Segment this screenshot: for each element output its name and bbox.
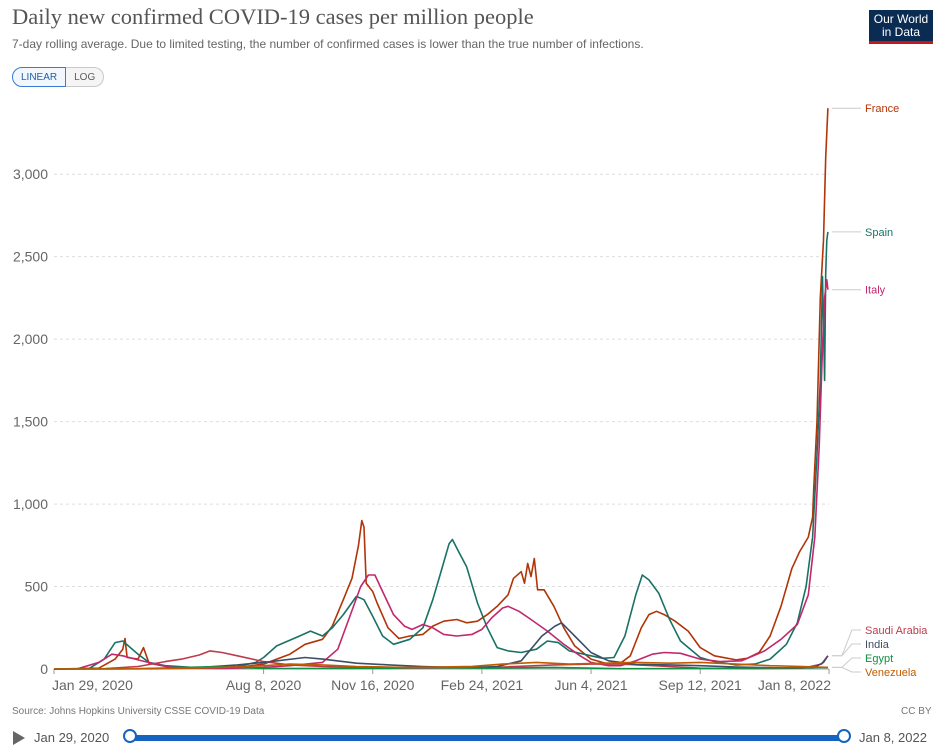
y-tick-label: 0 bbox=[40, 661, 48, 677]
y-tick-label: 3,000 bbox=[13, 166, 48, 182]
timeline-slider: Jan 29, 2020 Jan 8, 2022 bbox=[0, 726, 940, 750]
series-line-venezuela[interactable] bbox=[53, 661, 828, 670]
chart-subtitle: 7-day rolling average. Due to limited te… bbox=[12, 37, 644, 51]
grid-lines bbox=[54, 173, 829, 670]
legend-label-venezuela[interactable]: Venezuela bbox=[865, 667, 917, 679]
play-icon[interactable] bbox=[13, 731, 25, 745]
series-line-spain[interactable] bbox=[53, 231, 829, 670]
series-line-italy[interactable] bbox=[53, 278, 829, 670]
legend-label-italy[interactable]: Italy bbox=[865, 285, 886, 297]
legend-leader-line bbox=[831, 666, 861, 673]
legend-leader-line bbox=[831, 629, 861, 657]
line-chart: 0 500 1,000 1,500 2,000 2,500 3,000 Jan 29, 20… bbox=[13, 103, 928, 693]
log-scale-button[interactable]: LOG bbox=[66, 67, 105, 87]
series-legend: France Spain Italy Saudi Arabia India Egypt Ve… bbox=[831, 103, 928, 679]
y-axis-ticks: 0 500 1,000 1,500 2,000 2,500 3,000 bbox=[13, 166, 48, 677]
x-tick-label: Jan 29, 2020 bbox=[52, 677, 133, 693]
timeline-track[interactable] bbox=[130, 735, 844, 741]
legend-label-egypt[interactable]: Egypt bbox=[865, 653, 893, 665]
legend-leader-line bbox=[831, 657, 861, 668]
y-tick-label: 500 bbox=[25, 579, 49, 595]
y-tick-label: 2,500 bbox=[13, 249, 48, 265]
logo-line-1: Our World bbox=[873, 12, 929, 26]
x-tick-label: Jan 8, 2022 bbox=[758, 677, 831, 693]
x-tick-label: Sep 12, 2021 bbox=[659, 677, 743, 693]
scale-toggle: LINEAR LOG bbox=[12, 67, 105, 87]
timeline-start-label: Jan 29, 2020 bbox=[34, 730, 110, 745]
x-tick-label: Feb 24, 2021 bbox=[441, 677, 524, 693]
x-tick-label: Nov 16, 2020 bbox=[331, 677, 414, 693]
x-axis-ticks: Jan 29, 2020 Aug 8, 2020 Nov 16, 2020 Feb 2… bbox=[52, 669, 831, 693]
legend-label-france[interactable]: France bbox=[865, 103, 899, 115]
y-tick-label: 2,000 bbox=[13, 331, 48, 347]
series-line-india[interactable] bbox=[53, 621, 829, 670]
legend-label-india[interactable]: India bbox=[865, 639, 890, 651]
timeline-start-handle[interactable] bbox=[123, 729, 137, 743]
legend-label-spain[interactable]: Spain bbox=[865, 227, 893, 239]
logo-line-2: in Data bbox=[881, 25, 921, 39]
y-tick-label: 1,000 bbox=[13, 496, 48, 512]
source-note: Source: Johns Hopkins University CSSE CO… bbox=[12, 706, 265, 717]
timeline-end-label: Jan 8, 2022 bbox=[859, 730, 927, 745]
owid-logo[interactable]: Our World in Data bbox=[869, 10, 933, 44]
series-line-france[interactable] bbox=[53, 108, 829, 670]
series-lines bbox=[53, 108, 829, 670]
legend-leader-line bbox=[831, 643, 861, 657]
y-tick-label: 1,500 bbox=[13, 414, 48, 430]
x-tick-label: Aug 8, 2020 bbox=[226, 677, 302, 693]
chart-title: Daily new confirmed COVID-19 cases per m… bbox=[12, 4, 534, 29]
license-link[interactable]: CC BY bbox=[901, 706, 932, 717]
linear-scale-button[interactable]: LINEAR bbox=[12, 67, 67, 87]
legend-label-saudi-arabia[interactable]: Saudi Arabia bbox=[865, 625, 928, 637]
x-tick-label: Jun 4, 2021 bbox=[554, 677, 627, 693]
timeline-end-handle[interactable] bbox=[837, 729, 851, 743]
